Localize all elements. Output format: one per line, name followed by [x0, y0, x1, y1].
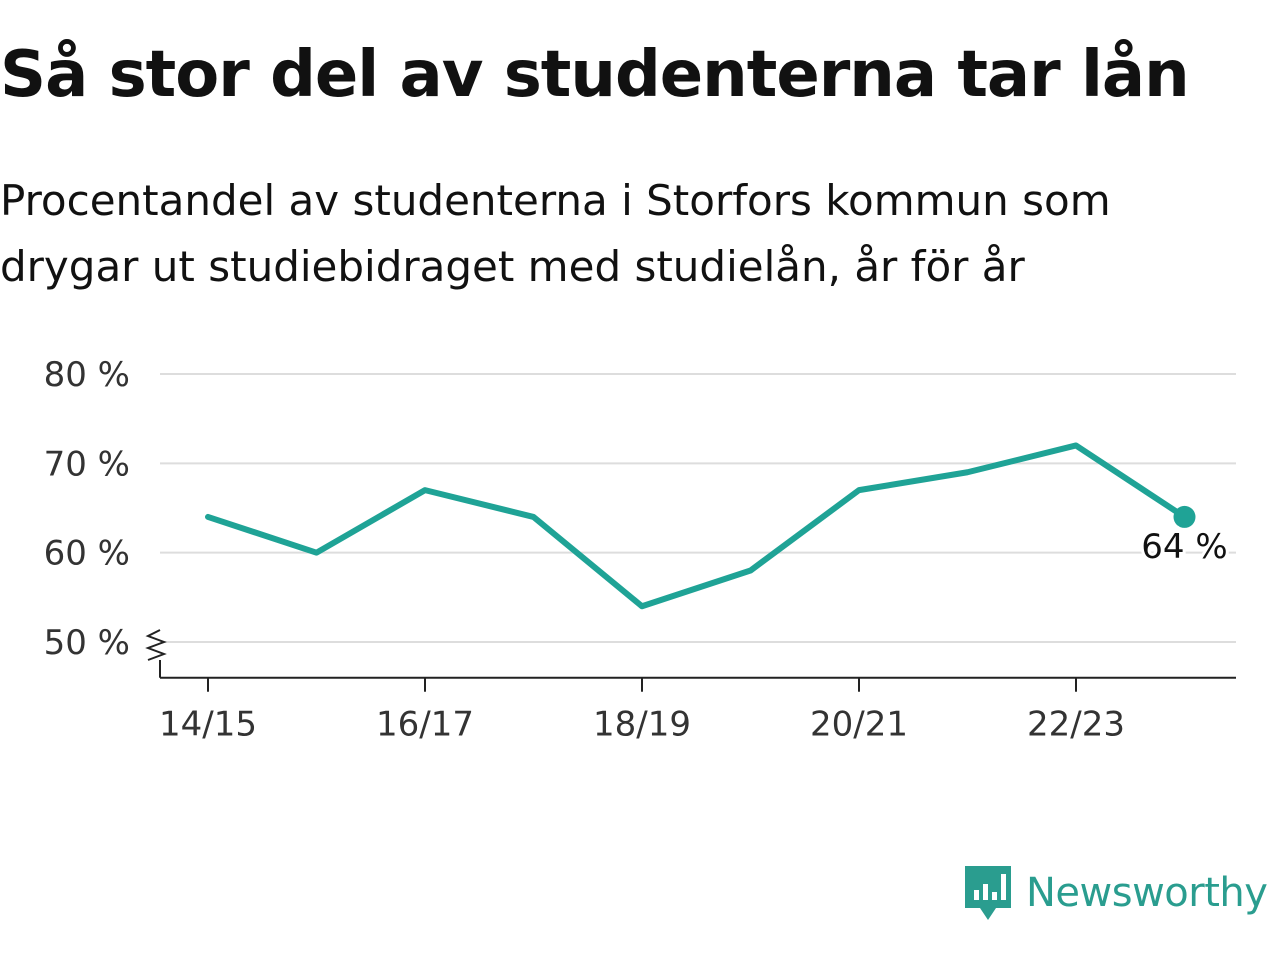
- brand-logo: Newsworthy: [962, 862, 1268, 924]
- line-chart: 50 % 60 % 70 % 80 % 14/15 16/17 18/19 20/21 22/2…: [44, 355, 1236, 745]
- axis-break-icon: [145, 629, 167, 661]
- x-tick-label: 16/17: [376, 705, 474, 745]
- y-tick-label: 80 %: [44, 355, 130, 395]
- series-line: [205, 442, 1188, 610]
- x-tick-label: 20/21: [810, 705, 908, 745]
- y-tick-label: 60 %: [44, 534, 130, 574]
- x-tick-label: 22/23: [1027, 705, 1125, 745]
- y-tick-label: 50 %: [44, 623, 130, 663]
- y-tick-label: 70 %: [44, 444, 130, 484]
- last-value-label: 64 %: [1141, 527, 1227, 567]
- chart-subtitle: Procentandel av studenterna i Storfors k…: [0, 176, 1111, 291]
- chart-title: Så stor del av studenterna tar lån: [0, 38, 1190, 112]
- x-tick-label: 14/15: [159, 705, 257, 745]
- newsworthy-logo-icon: [965, 866, 1011, 920]
- x-tick-label: 18/19: [593, 705, 691, 745]
- last-point-marker: [1173, 505, 1196, 528]
- brand-name: Newsworthy: [1026, 870, 1268, 916]
